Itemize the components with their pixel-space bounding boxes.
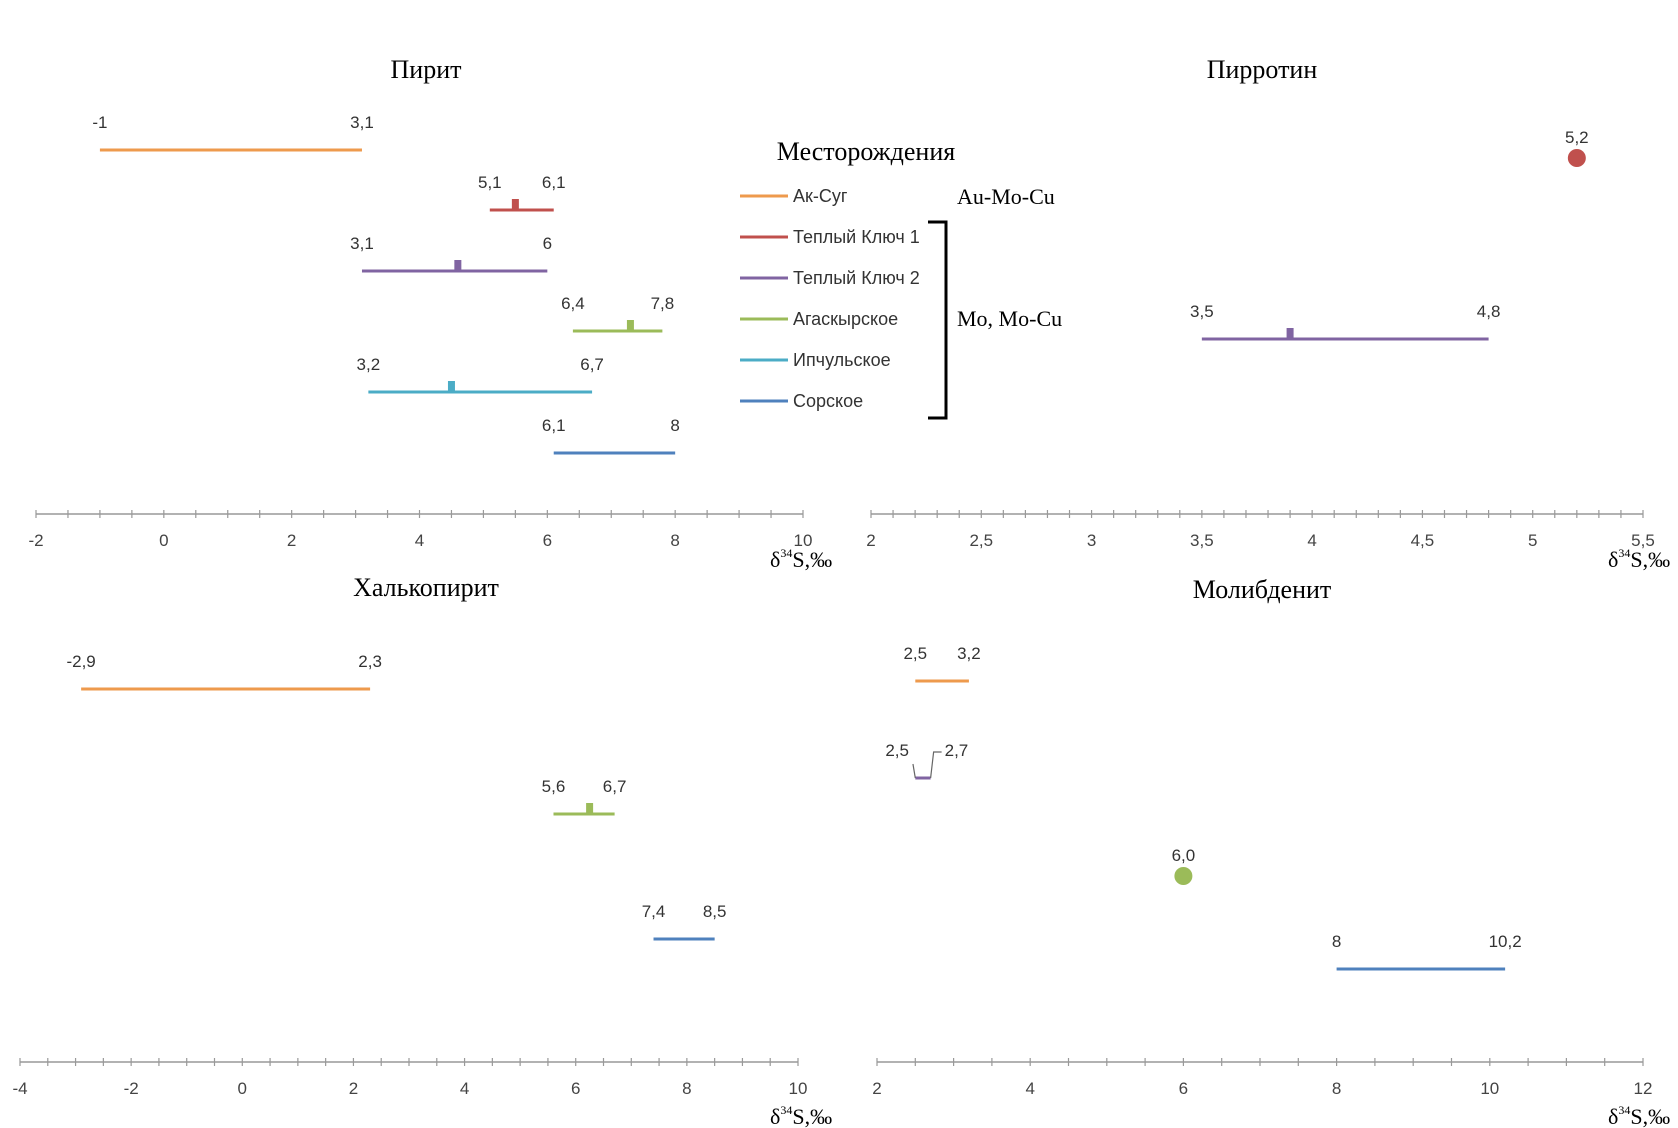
x-tick-label: 2 xyxy=(866,531,875,550)
panel-title-pyrrhotite: Пирротин xyxy=(1207,55,1318,84)
x-tick-label: 12 xyxy=(1634,1079,1653,1098)
range-max-label: 6,1 xyxy=(542,173,566,192)
x-tick-label: 2 xyxy=(287,531,296,550)
x-tick-label: -2 xyxy=(28,531,43,550)
range-max-label: 8 xyxy=(670,416,679,435)
x-tick-label: 4 xyxy=(415,531,424,550)
x-axis-unit-label: δ34S,‰ xyxy=(770,546,832,572)
x-tick-label: 4 xyxy=(460,1079,469,1098)
legend-title: Месторождения xyxy=(777,137,955,166)
range-min-label: 2,5 xyxy=(903,644,927,663)
range-mark xyxy=(626,320,634,331)
range-mark xyxy=(1286,328,1294,339)
label-leader xyxy=(930,751,942,779)
range-min-label: 7,4 xyxy=(642,902,666,921)
range-min-label: 2,5 xyxy=(885,741,909,760)
legend-items: Ак-Суг Теплый Ключ 1 Теплый Ключ 2 Агаскырс… xyxy=(740,186,920,411)
x-tick-label: 4 xyxy=(1025,1079,1034,1098)
range-min-label: 3,2 xyxy=(357,355,381,374)
range-max-label: 10,2 xyxy=(1489,932,1522,951)
range-max-label: 6 xyxy=(543,234,552,253)
x-tick-label: 6 xyxy=(571,1079,580,1098)
legend-group-mo-mo-cu: Mo, Mo-Cu xyxy=(957,306,1062,331)
legend-item-label: Ак-Суг xyxy=(793,186,848,206)
legend-group-bracket xyxy=(928,220,948,420)
x-tick-label: 2,5 xyxy=(969,531,993,550)
x-tick-label: -4 xyxy=(12,1079,27,1098)
data-point xyxy=(1174,867,1193,885)
range-min-label: 3,5 xyxy=(1190,302,1214,321)
legend-item-label: Ипчульское xyxy=(793,350,891,370)
range-mark xyxy=(586,803,594,814)
range-max-label: 6,7 xyxy=(603,777,627,796)
x-tick-label: 3 xyxy=(1087,531,1096,550)
panel-title-chalcopyrite: Халькопирит xyxy=(353,573,499,602)
x-tick-label: 10 xyxy=(1480,1079,1499,1098)
panel-chalcopyrite: -4 -2 0 2 4 6 8 10 δ34S,‰ -2,9 2,3 5,6 6,7 7,4 8,5 xyxy=(12,652,832,1128)
range-min-label: 6,4 xyxy=(561,294,585,313)
legend: Месторождения Ак-Суг Теплый Ключ 1 Теплый … xyxy=(740,137,1062,420)
panel-title-pyrite: Пирит xyxy=(391,55,462,84)
x-axis-unit-label: δ34S,‰ xyxy=(1608,1103,1670,1128)
range-mark xyxy=(447,381,455,392)
x-tick-label: 5,5 xyxy=(1631,531,1655,550)
range-min-label: -2,9 xyxy=(66,652,95,671)
range-min-label: 3,1 xyxy=(350,234,374,253)
x-tick-label: 6 xyxy=(1179,1079,1188,1098)
x-tick-label: 5 xyxy=(1528,531,1537,550)
panel-molybdenite: 2 4 6 8 10 12 δ34S,‰ 2,5 3,2 2,5 2,7 6,0 8 10,2 xyxy=(872,644,1670,1128)
range-min-label: 5,1 xyxy=(478,173,502,192)
range-mark xyxy=(454,260,462,271)
range-max-label: 4,8 xyxy=(1477,302,1501,321)
range-min-label: 6,1 xyxy=(542,416,566,435)
range-max-label: 3,1 xyxy=(350,113,374,132)
range-mark xyxy=(511,199,519,210)
panel-title-molybdenite: Молибденит xyxy=(1193,575,1332,604)
x-tick-label: 2 xyxy=(872,1079,881,1098)
x-tick-label: 2 xyxy=(349,1079,358,1098)
range-max-label: 8,5 xyxy=(703,902,727,921)
range-min-label: 5,6 xyxy=(542,777,566,796)
data-point-label: 5,2 xyxy=(1565,128,1589,147)
range-max-label: 2,7 xyxy=(945,741,969,760)
x-axis-unit-label: δ34S,‰ xyxy=(1608,546,1670,572)
x-tick-label: 8 xyxy=(670,531,679,550)
range-max-label: 6,7 xyxy=(580,355,604,374)
x-tick-label: 3,5 xyxy=(1190,531,1214,550)
x-tick-label: 6 xyxy=(543,531,552,550)
range-max-label: 2,3 xyxy=(358,652,382,671)
range-max-label: 3,2 xyxy=(957,644,981,663)
legend-group-au-mo-cu: Au-Mo-Cu xyxy=(957,184,1055,209)
x-tick-label: -2 xyxy=(124,1079,139,1098)
legend-item-label: Теплый Ключ 2 xyxy=(793,268,920,288)
data-point-label: 6,0 xyxy=(1172,846,1196,865)
x-tick-label: 10 xyxy=(789,1079,808,1098)
legend-item-label: Сорское xyxy=(793,391,863,411)
x-tick-label: 0 xyxy=(159,531,168,550)
x-axis-unit-label: δ34S,‰ xyxy=(770,1103,832,1128)
x-tick-label: 4 xyxy=(1307,531,1316,550)
x-tick-label: 8 xyxy=(682,1079,691,1098)
x-tick-label: 10 xyxy=(794,531,813,550)
range-min-label: -1 xyxy=(92,113,107,132)
range-max-label: 7,8 xyxy=(651,294,675,313)
label-leader xyxy=(912,763,916,779)
x-tick-label: 0 xyxy=(238,1079,247,1098)
x-tick-label: 8 xyxy=(1332,1079,1341,1098)
legend-item-label: Теплый Ключ 1 xyxy=(793,227,920,247)
data-point xyxy=(1567,149,1586,167)
range-min-label: 8 xyxy=(1332,932,1341,951)
legend-item-label: Агаскырское xyxy=(793,309,898,329)
x-tick-label: 4,5 xyxy=(1411,531,1435,550)
